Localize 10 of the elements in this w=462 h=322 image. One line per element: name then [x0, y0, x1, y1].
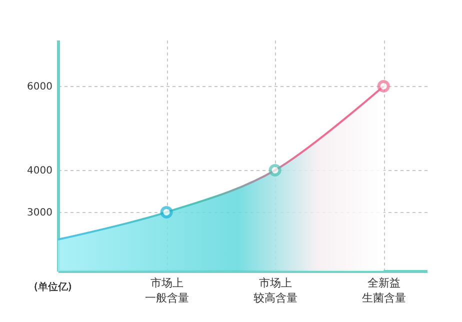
x-tick-label: 市场上较高含量 — [254, 276, 298, 304]
point — [160, 206, 173, 218]
y-tick-label: 4000 — [27, 166, 52, 177]
x-tick-label: 市场上一般含量 — [145, 276, 190, 304]
text: (单位亿) — [34, 281, 72, 293]
point — [377, 80, 390, 92]
x-tick-label: 全新益生菌含量 — [362, 276, 406, 304]
point — [268, 164, 282, 176]
y-tick-label: 3000 — [27, 208, 52, 219]
y-tick-label: 6000 — [27, 82, 52, 93]
